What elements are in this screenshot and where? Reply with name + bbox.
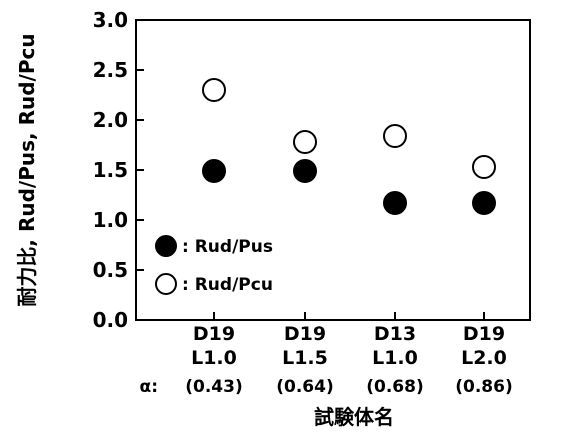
open-circle-point (383, 124, 407, 148)
alpha-value-label: (0.43) (185, 377, 242, 397)
x-tick-label: D19 (193, 323, 235, 345)
filled-circle-point (293, 159, 317, 183)
open-circle-point (472, 155, 496, 179)
legend-label: : Rud/Pcu (182, 275, 273, 295)
y-tick-label: 1.0 (93, 208, 128, 232)
alpha-prefix: α: (140, 377, 158, 397)
x-tick-label: L1.0 (191, 347, 237, 369)
legend-label: : Rud/Pus (182, 237, 273, 257)
legend: : Rud/Pus : Rud/Pcu (155, 235, 273, 295)
x-tick-label: L1.0 (372, 347, 418, 369)
filled-circle-point (472, 191, 496, 215)
open-circle-point (293, 130, 317, 154)
y-tick-label: 2.0 (93, 108, 128, 132)
x-tick-label: L1.5 (282, 347, 328, 369)
alpha-value-label: (0.68) (366, 377, 423, 397)
filled-circle-point (202, 159, 226, 183)
x-tick-label: L2.0 (461, 347, 507, 369)
data-points (202, 78, 496, 215)
y-tick-label: 0.5 (93, 258, 128, 282)
y-tick-label: 2.5 (93, 58, 128, 82)
y-tick-label: 3.0 (93, 8, 128, 32)
filled-circle-point (383, 191, 407, 215)
y-tick-label: 1.5 (93, 158, 128, 182)
alpha-value-label: (0.86) (455, 377, 512, 397)
y-tick-label: 0.0 (93, 308, 128, 332)
x-axis-title: 試験体名 (314, 405, 394, 429)
y-axis: 0.0 0.5 1.0 1.5 2.0 2.5 3.0 (93, 8, 144, 332)
legend-open-marker (155, 273, 177, 295)
alpha-value-label: (0.64) (276, 377, 333, 397)
legend-filled-marker (155, 235, 177, 257)
y-axis-title: 耐力比, Rud/Pus, Rud/Pcu (15, 33, 39, 306)
open-circle-point (202, 78, 226, 102)
x-tick-label: D19 (284, 323, 326, 345)
x-axis: D19L1.0(0.43)D19L1.5(0.64)D13L1.0(0.68)D… (185, 312, 513, 397)
x-tick-label: D19 (463, 323, 505, 345)
x-tick-label: D13 (374, 323, 416, 345)
